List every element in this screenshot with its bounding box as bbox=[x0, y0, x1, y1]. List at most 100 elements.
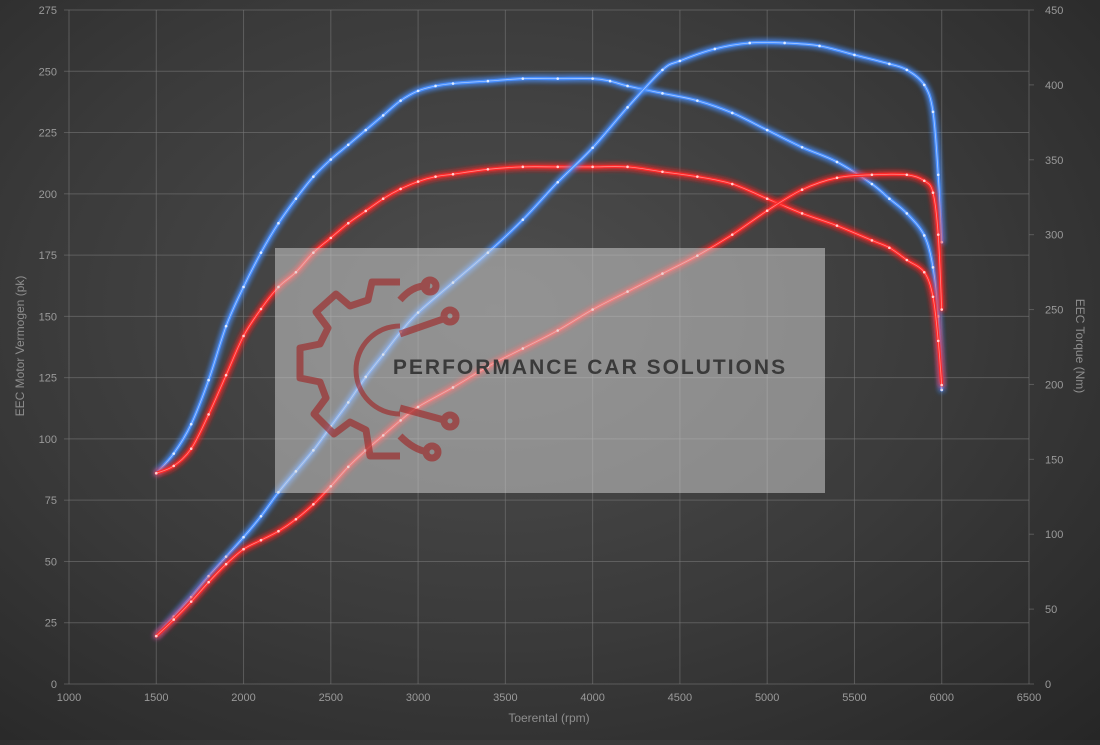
series-point bbox=[521, 218, 525, 221]
series-point bbox=[224, 324, 228, 328]
series-point bbox=[312, 175, 315, 178]
y-right-tick-label: 0 bbox=[1045, 679, 1051, 691]
series-point bbox=[931, 295, 935, 299]
y-left-tick-label: 25 bbox=[45, 618, 57, 630]
series-point bbox=[294, 517, 298, 521]
series-point bbox=[399, 99, 402, 102]
series-point bbox=[224, 373, 228, 377]
series-point bbox=[224, 555, 228, 558]
series-point bbox=[346, 143, 350, 147]
x-tick-label: 5000 bbox=[755, 692, 779, 704]
series-point bbox=[346, 221, 350, 225]
x-tick-label: 6500 bbox=[1017, 692, 1041, 704]
y-left-tick-label: 250 bbox=[39, 66, 57, 78]
y-left-tick-label: 150 bbox=[39, 311, 57, 323]
series-point bbox=[416, 180, 420, 183]
y-right-tick-label: 50 bbox=[1045, 604, 1057, 616]
y-left-tick-label: 75 bbox=[45, 495, 57, 507]
y-right-tick-label: 250 bbox=[1045, 305, 1063, 317]
x-tick-label: 4500 bbox=[668, 692, 692, 704]
series-point bbox=[765, 128, 769, 132]
series-point bbox=[434, 84, 437, 88]
series-point bbox=[381, 114, 385, 117]
series-point bbox=[870, 239, 874, 242]
x-axis-title: Toerental (rpm) bbox=[508, 711, 589, 725]
y-left-tick-label: 50 bbox=[45, 556, 57, 568]
series-point bbox=[364, 128, 368, 132]
y-left-axis-title: EEC Motor Vermogen (pk) bbox=[13, 276, 27, 417]
series-point bbox=[521, 165, 525, 169]
series-point bbox=[207, 580, 210, 584]
x-tick-label: 3500 bbox=[493, 692, 517, 704]
series-point bbox=[678, 59, 682, 63]
series-point bbox=[800, 188, 804, 192]
series-point bbox=[259, 251, 263, 254]
y-right-tick-label: 450 bbox=[1045, 5, 1063, 17]
series-point bbox=[936, 315, 940, 318]
series-point bbox=[277, 529, 280, 533]
series-point bbox=[765, 209, 769, 213]
x-tick-label: 4000 bbox=[580, 692, 604, 704]
series-point bbox=[259, 538, 263, 542]
series-point bbox=[931, 110, 935, 114]
series-point bbox=[329, 236, 333, 240]
series-point bbox=[765, 197, 769, 201]
y-left-tick-label: 175 bbox=[39, 250, 57, 262]
series-line-highlight bbox=[156, 166, 943, 474]
series-point bbox=[172, 464, 176, 468]
series-point bbox=[888, 246, 891, 250]
series-point bbox=[940, 383, 944, 387]
watermark-brand-text: PERFORMANCE CAR SOLUTIONS bbox=[393, 356, 787, 379]
y-left-tick-label: 100 bbox=[39, 434, 57, 446]
series-point bbox=[626, 84, 629, 88]
series-point bbox=[661, 92, 664, 95]
series-point bbox=[931, 266, 935, 269]
series-point bbox=[416, 89, 420, 93]
x-tick-label: 1500 bbox=[144, 692, 168, 704]
series-point bbox=[451, 172, 455, 176]
series-point bbox=[486, 168, 490, 171]
series-point bbox=[922, 179, 926, 183]
series-point bbox=[189, 595, 193, 599]
y-right-tick-label: 100 bbox=[1045, 529, 1063, 541]
series-point bbox=[748, 41, 752, 45]
watermark: PERFORMANCE CAR SOLUTIONS bbox=[275, 248, 825, 493]
series-point bbox=[556, 180, 560, 184]
y-left-tick-label: 275 bbox=[39, 5, 57, 17]
x-axis-ticks: 1000 1500 2000 2500 3000 3500 4000 4500 5000 5500… bbox=[57, 692, 1041, 704]
series-point bbox=[399, 187, 402, 191]
series-point bbox=[800, 212, 804, 215]
series-point bbox=[434, 175, 437, 178]
series-point bbox=[224, 562, 228, 566]
series-point bbox=[242, 547, 245, 551]
series-point bbox=[277, 221, 280, 225]
series-point bbox=[783, 41, 786, 45]
series-point bbox=[207, 574, 210, 578]
series-point bbox=[661, 68, 664, 72]
series-point bbox=[626, 165, 629, 169]
x-tick-label: 2500 bbox=[319, 692, 343, 704]
y-right-tick-label: 400 bbox=[1045, 80, 1063, 92]
series-point bbox=[154, 471, 158, 475]
series-point bbox=[556, 77, 560, 80]
series-point bbox=[364, 209, 368, 213]
series-blue-left bbox=[154, 76, 944, 475]
series-point bbox=[818, 44, 821, 48]
series-point bbox=[189, 600, 193, 603]
series-point bbox=[591, 77, 594, 80]
series-point bbox=[207, 378, 210, 382]
series-point bbox=[853, 53, 856, 57]
series-point bbox=[800, 145, 804, 149]
series-point bbox=[521, 77, 525, 80]
x-tick-label: 6000 bbox=[929, 692, 953, 704]
series-point bbox=[835, 224, 839, 227]
series-point bbox=[294, 197, 298, 201]
series-point bbox=[730, 233, 734, 236]
series-point bbox=[259, 514, 263, 518]
y-right-axis-ticks: 0 50 100 150 200 250 300 350 400 450 bbox=[1029, 5, 1063, 691]
series-point bbox=[940, 240, 944, 244]
y-right-tick-label: 350 bbox=[1045, 155, 1063, 167]
gear-circuit-logo bbox=[296, 276, 460, 462]
x-tick-label: 2000 bbox=[231, 692, 255, 704]
